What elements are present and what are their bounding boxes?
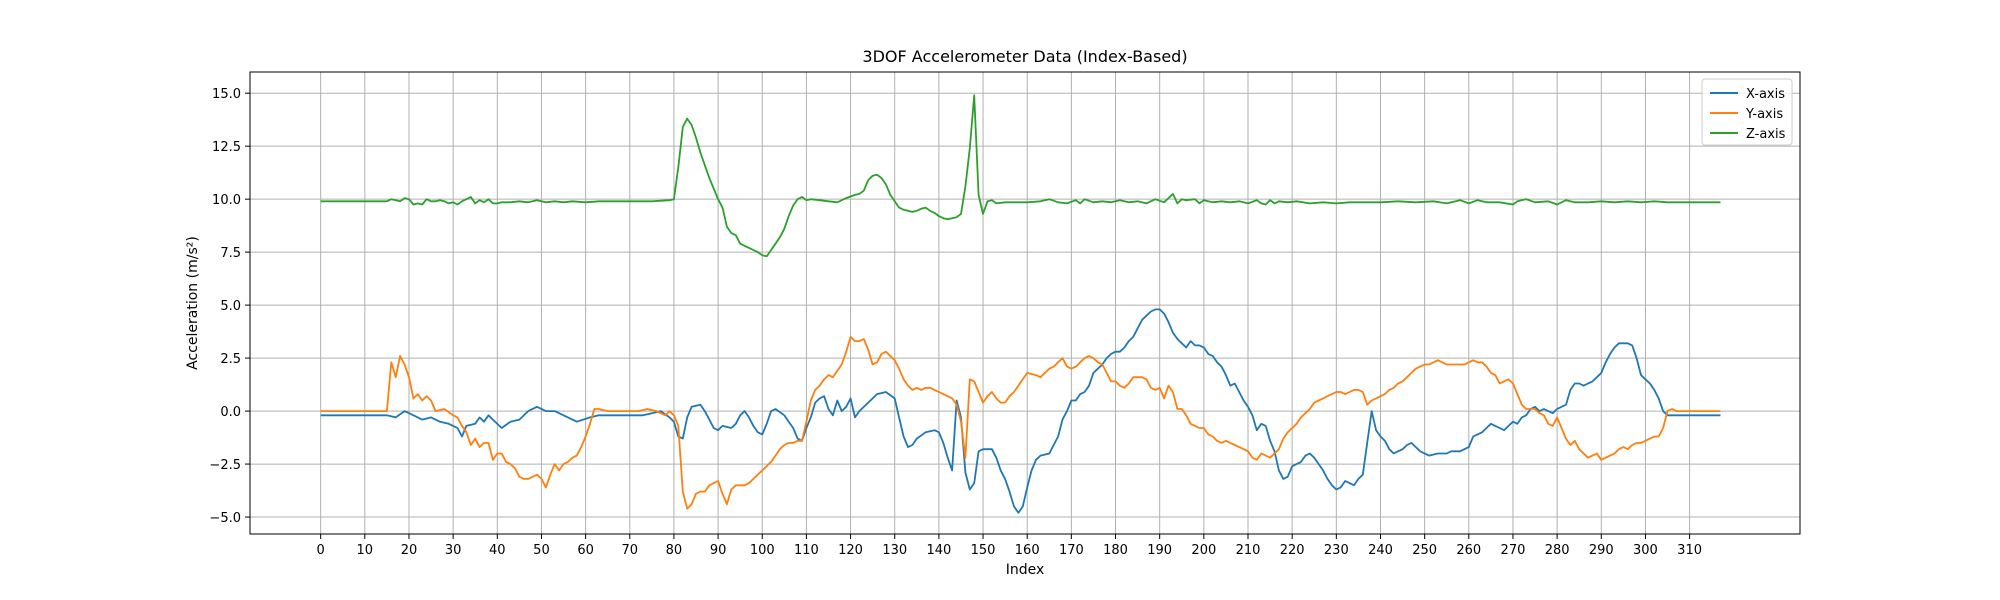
x-tick-label: 170 [1059, 543, 1084, 558]
x-tick-label: 0 [317, 543, 325, 558]
x-tick-label: 80 [666, 543, 683, 558]
x-tick-label: 130 [882, 543, 907, 558]
legend-label: Z-axis [1746, 127, 1786, 142]
x-tick-label: 290 [1589, 543, 1614, 558]
x-tick-label: 110 [794, 543, 819, 558]
grid-lines [250, 72, 1800, 534]
x-tick-label: 180 [1103, 543, 1128, 558]
x-tick-label: 230 [1324, 543, 1349, 558]
x-tick-label: 270 [1501, 543, 1526, 558]
x-tick-label: 50 [533, 543, 550, 558]
y-tick-label: −5.0 [209, 511, 241, 526]
x-tick-label: 120 [838, 543, 863, 558]
chart-title: 3DOF Accelerometer Data (Index-Based) [862, 47, 1187, 66]
x-tick-label: 200 [1191, 543, 1216, 558]
x-tick-label: 100 [750, 543, 775, 558]
y-tick-label: 15.0 [212, 87, 241, 102]
x-ticks: 0 10 20 30 40 50 60 70 80 90 100 110 120 130 140 150 160… [317, 534, 1702, 558]
x-tick-label: 250 [1412, 543, 1437, 558]
x-tick-label: 210 [1236, 543, 1261, 558]
x-tick-label: 190 [1147, 543, 1172, 558]
x-tick-label: 280 [1545, 543, 1570, 558]
x-tick-label: 160 [1015, 543, 1040, 558]
y-axis-label: Acceleration (m/s²) [185, 236, 201, 370]
y-tick-label: 0.0 [220, 405, 241, 420]
x-tick-label: 310 [1677, 543, 1702, 558]
x-tick-label: 20 [401, 543, 418, 558]
legend-label: X-axis [1746, 87, 1785, 102]
x-tick-label: 140 [926, 543, 951, 558]
x-tick-label: 240 [1368, 543, 1393, 558]
plot-frame [249, 71, 1801, 535]
series-line-y-axis [320, 335, 1721, 510]
x-tick-label: 40 [489, 543, 506, 558]
x-tick-label: 60 [577, 543, 594, 558]
x-tick-label: 300 [1633, 543, 1658, 558]
series-line-z-axis [320, 94, 1721, 258]
x-tick-label: 10 [357, 543, 374, 558]
series-line-x-axis [320, 308, 1721, 514]
y-tick-label: 7.5 [220, 246, 241, 261]
x-tick-label: 30 [445, 543, 462, 558]
y-tick-label: −2.5 [209, 458, 241, 473]
x-tick-label: 260 [1456, 543, 1481, 558]
x-axis-label: Index [1006, 562, 1045, 578]
x-tick-label: 150 [971, 543, 996, 558]
x-tick-label: 90 [710, 543, 727, 558]
x-tick-label: 70 [621, 543, 638, 558]
x-tick-label: 220 [1280, 543, 1305, 558]
y-tick-label: 12.5 [212, 140, 241, 155]
series-lines [320, 94, 1721, 514]
y-ticks: −5.0 −2.5 0.0 2.5 5.0 7.5 10.0 12.5 15.0 [209, 87, 250, 526]
legend-box [1701, 78, 1793, 146]
legend-label: Y-axis [1745, 107, 1783, 122]
y-tick-label: 5.0 [220, 299, 241, 314]
y-tick-label: 2.5 [220, 352, 241, 367]
y-tick-label: 10.0 [212, 193, 241, 208]
legend: X-axis Y-axis Z-axis [1701, 78, 1793, 146]
